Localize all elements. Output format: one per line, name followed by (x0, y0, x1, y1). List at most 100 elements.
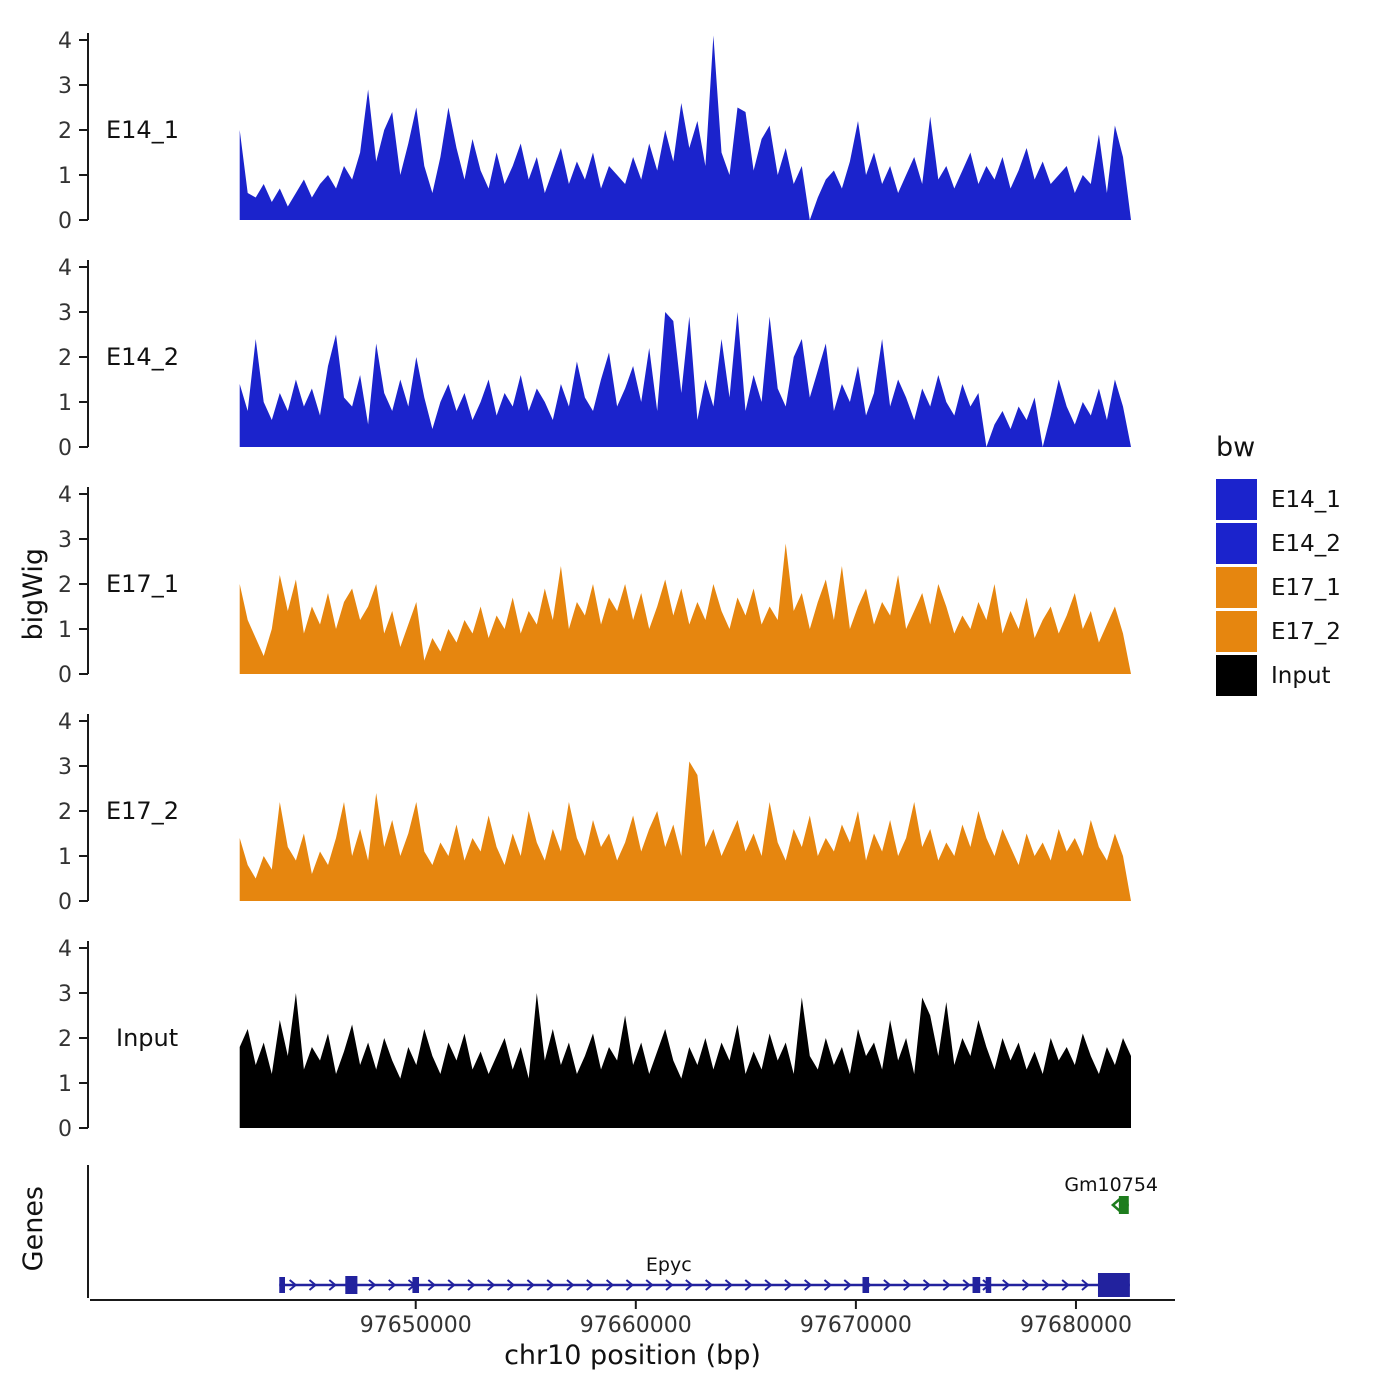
y-tick-label: 3 (58, 982, 72, 1007)
legend: bw E14_1 E14_2 E17_1 E17_2 Input (1216, 432, 1341, 699)
legend-swatch-e14-1 (1216, 479, 1257, 520)
strand-chevron-icon (665, 1279, 674, 1291)
coverage-area-E17_1 (239, 543, 1131, 674)
gene-label-Gm10754: Gm10754 (1064, 1174, 1158, 1196)
strand-chevron-icon (368, 1279, 377, 1291)
coverage-area-E14_1 (239, 35, 1131, 220)
y-tick-label: 4 (58, 29, 72, 54)
y-tick-label: 2 (58, 573, 72, 598)
coverage-area-Input (239, 993, 1131, 1128)
y-tick-label: 3 (58, 755, 72, 780)
y-tick-label: 2 (58, 800, 72, 825)
strand-chevron-icon (289, 1279, 298, 1291)
exon-Epyc (1097, 1273, 1130, 1297)
strand-chevron-icon (467, 1279, 476, 1291)
coverage-area-E17_2 (239, 761, 1131, 901)
x-tick-label: 97650000 (360, 1313, 472, 1338)
strand-chevron-icon (724, 1279, 733, 1291)
strand-chevron-icon (962, 1279, 971, 1291)
y-tick-label: 1 (58, 164, 72, 189)
genes-panel: 97650000 97660000 97670000 97680000 Gm10754 E… (87, 1165, 1175, 1338)
y-tick-label: 3 (58, 528, 72, 553)
strand-chevron-icon (744, 1279, 753, 1291)
strand-chevron-icon (526, 1279, 535, 1291)
y-tick-label: 2 (58, 1027, 72, 1052)
facet-label-e17-2: E17_2 (106, 797, 179, 825)
y-tick-label: 2 (58, 346, 72, 371)
strand-chevron-icon (1061, 1279, 1070, 1291)
legend-item: E17_2 (1216, 611, 1341, 652)
strand-chevron-icon (625, 1279, 634, 1291)
y-tick-label: 0 (58, 1117, 72, 1142)
strand-chevron-icon (804, 1279, 813, 1291)
y-tick-label: 1 (58, 1072, 72, 1097)
strand-chevron-icon (506, 1279, 516, 1291)
strand-chevron-icon (586, 1279, 595, 1291)
y-tick-label: 1 (58, 618, 72, 643)
legend-item: E14_1 (1216, 479, 1341, 520)
facet-label-e14-2: E14_2 (106, 343, 179, 371)
exon-Epyc (985, 1277, 992, 1293)
x-axis-title: chr10 position (bp) (504, 1340, 761, 1371)
strand-chevron-icon (823, 1279, 833, 1291)
strand-chevron-icon (308, 1279, 318, 1291)
facet-label-e14-1: E14_1 (106, 116, 179, 144)
strand-chevron-icon (328, 1279, 337, 1291)
strand-chevron-icon (1021, 1279, 1031, 1291)
y-tick-label: 0 (58, 436, 72, 461)
y-tick-label: 1 (58, 391, 72, 416)
y-tick-label: 3 (58, 301, 72, 326)
legend-swatch-input (1216, 655, 1257, 696)
strand-chevron-icon (784, 1279, 793, 1291)
legend-item: E14_2 (1216, 523, 1341, 564)
exon-Epyc (862, 1277, 870, 1293)
strand-chevron-icon (566, 1279, 575, 1291)
exon-Epyc (972, 1277, 981, 1293)
y-tick-label: 1 (58, 845, 72, 870)
y-tick-label: 4 (58, 937, 72, 962)
strand-chevron-icon (883, 1279, 892, 1291)
strand-chevron-icon (1041, 1279, 1050, 1291)
y-tick-label: 4 (58, 483, 72, 508)
strand-chevron-icon (922, 1279, 932, 1291)
strand-chevron-icon (427, 1279, 436, 1291)
exon-Gm10754 (1118, 1196, 1129, 1214)
y-tick-label: 0 (58, 209, 72, 234)
strand-chevron-icon (447, 1279, 456, 1291)
gene-label-Epyc: Epyc (646, 1254, 692, 1276)
legend-swatch-e17-2 (1216, 611, 1257, 652)
legend-title: bw (1216, 432, 1256, 463)
strand-chevron-icon (487, 1279, 496, 1291)
y-tick-label: 2 (58, 119, 72, 144)
y-tick-label: 3 (58, 74, 72, 99)
x-tick-label: 97670000 (800, 1313, 912, 1338)
track-panel-e17-1: 0 1 2 3 4 (58, 483, 1131, 688)
legend-label: E14_1 (1271, 486, 1341, 513)
legend-item: Input (1216, 655, 1341, 696)
y-tick-label: 0 (58, 890, 72, 915)
legend-swatch-e14-2 (1216, 523, 1257, 564)
legend-item: E17_1 (1216, 567, 1341, 608)
x-tick-label: 97660000 (580, 1313, 692, 1338)
facet-label-e17-1: E17_1 (106, 570, 179, 598)
facet-label-input: Input (116, 1024, 179, 1052)
y-tick-label: 0 (58, 663, 72, 688)
coverage-area-E14_2 (239, 312, 1131, 447)
strand-chevron-icon (843, 1279, 852, 1291)
exon-Epyc (345, 1276, 358, 1294)
track-panel-e14-2: 0 1 2 3 4 (58, 256, 1131, 461)
strand-chevron-icon (645, 1279, 654, 1291)
y-tick-label: 4 (58, 256, 72, 281)
y-tick-label: 4 (58, 710, 72, 735)
strand-chevron-icon (903, 1279, 912, 1291)
strand-chevron-icon (704, 1279, 714, 1291)
strand-chevron-icon (764, 1279, 773, 1291)
strand-chevron-icon (1081, 1279, 1090, 1291)
track-panel-e17-2: 0 1 2 3 4 (58, 710, 1131, 915)
track-panel-input: 0 1 2 3 4 (58, 937, 1131, 1142)
strand-chevron-icon (1110, 1198, 1121, 1212)
exon-Epyc (412, 1277, 420, 1293)
strand-chevron-icon (605, 1279, 615, 1291)
strand-chevron-icon (546, 1279, 555, 1291)
